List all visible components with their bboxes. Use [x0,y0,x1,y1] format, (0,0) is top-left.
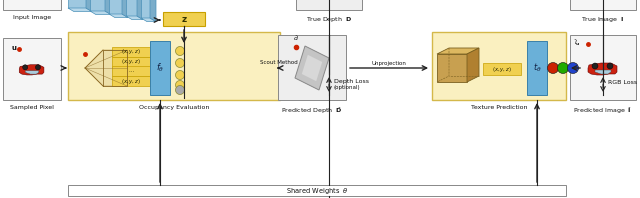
Circle shape [557,63,568,73]
Circle shape [175,70,184,80]
Text: Scout Method: Scout Method [260,61,298,66]
Polygon shape [467,48,479,82]
Text: Predicted Image  $\hat{\mathbf{I}}$: Predicted Image $\hat{\mathbf{I}}$ [573,105,633,116]
Text: RGB Loss: RGB Loss [608,81,637,86]
Circle shape [175,58,184,68]
Polygon shape [437,48,479,54]
Text: Depth Loss: Depth Loss [334,78,369,84]
Polygon shape [19,65,44,75]
Text: Sampled Pixel: Sampled Pixel [10,105,54,110]
Text: $\ldots$: $\ldots$ [127,69,134,73]
FancyBboxPatch shape [3,0,61,10]
FancyBboxPatch shape [278,35,346,100]
Polygon shape [295,46,329,90]
Polygon shape [86,0,92,12]
Polygon shape [126,16,143,20]
Text: Unprojection: Unprojection [372,61,406,66]
Text: $(x, y, z)$: $(x, y, z)$ [121,76,141,86]
Polygon shape [141,18,156,22]
Text: True Image  $\mathbf{I}$: True Image $\mathbf{I}$ [581,15,625,24]
Polygon shape [68,0,86,8]
FancyBboxPatch shape [570,35,636,100]
Polygon shape [122,0,128,18]
Polygon shape [85,50,127,86]
Text: True Depth  $\mathbf{D}$: True Depth $\mathbf{D}$ [306,15,352,24]
FancyBboxPatch shape [527,41,547,95]
Polygon shape [437,54,467,82]
Circle shape [35,65,40,70]
Polygon shape [25,71,39,74]
FancyBboxPatch shape [112,47,150,57]
Polygon shape [68,8,92,12]
Text: $(x, y, z)$: $(x, y, z)$ [492,65,512,73]
FancyBboxPatch shape [68,185,566,196]
Polygon shape [302,55,322,81]
Text: $\hat{d}$: $\hat{d}$ [293,33,299,43]
Polygon shape [595,70,611,74]
FancyBboxPatch shape [163,12,205,26]
Polygon shape [126,0,137,16]
Circle shape [568,63,579,73]
Circle shape [592,63,598,69]
Circle shape [175,47,184,55]
Text: Texture Prediction: Texture Prediction [471,105,527,110]
FancyBboxPatch shape [112,57,150,67]
FancyBboxPatch shape [3,38,61,100]
Text: $\mathbf{u}$: $\mathbf{u}$ [11,44,17,52]
Polygon shape [90,11,111,15]
Text: $f_\theta$: $f_\theta$ [156,62,164,74]
Polygon shape [141,0,150,18]
FancyBboxPatch shape [432,32,566,100]
Text: Shared Weights  $\theta$: Shared Weights $\theta$ [285,186,348,195]
Polygon shape [109,0,122,14]
Text: Predicted Depth  $\hat{\mathbf{D}}$: Predicted Depth $\hat{\mathbf{D}}$ [281,105,343,116]
Polygon shape [109,14,128,18]
Circle shape [607,63,613,69]
FancyBboxPatch shape [570,0,636,10]
Polygon shape [150,0,156,22]
Text: $\mathbf{z}$: $\mathbf{z}$ [180,14,188,24]
Text: $(x, y, z)$: $(x, y, z)$ [121,48,141,56]
Polygon shape [90,0,105,11]
Circle shape [175,86,184,94]
Circle shape [175,81,184,89]
Circle shape [22,65,28,70]
FancyBboxPatch shape [68,32,280,100]
Circle shape [547,63,559,73]
Text: Input Image: Input Image [13,15,51,20]
Text: $(x, y, z)$: $(x, y, z)$ [121,57,141,67]
FancyBboxPatch shape [112,66,150,76]
Polygon shape [105,0,111,15]
FancyBboxPatch shape [112,76,150,86]
Text: $\hat{I}_{\mathbf{u}}$: $\hat{I}_{\mathbf{u}}$ [574,38,580,48]
Text: $t_\theta$: $t_\theta$ [532,62,541,74]
Polygon shape [588,63,617,75]
FancyBboxPatch shape [296,0,362,10]
Text: (optional): (optional) [334,86,360,90]
FancyBboxPatch shape [483,63,521,75]
FancyBboxPatch shape [150,41,170,95]
Polygon shape [137,0,143,20]
Text: Occupancy Evaluation: Occupancy Evaluation [139,105,209,110]
